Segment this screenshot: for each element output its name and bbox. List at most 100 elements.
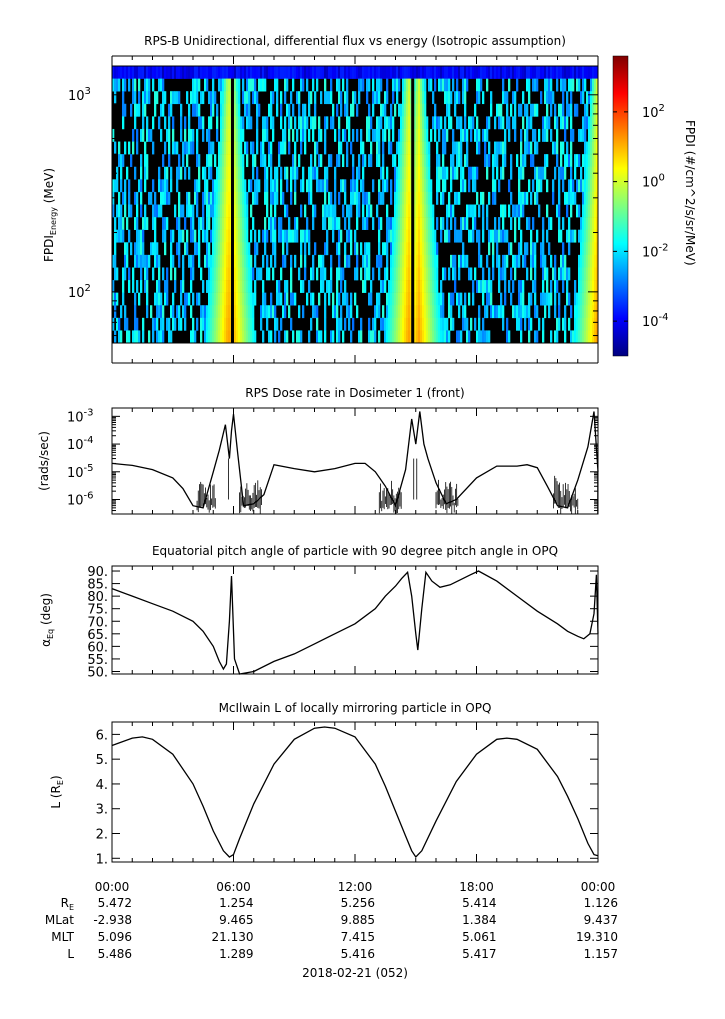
spectrogram-cell (478, 66, 481, 79)
spectrogram-cell (416, 78, 419, 92)
spectrogram-cell (486, 128, 489, 142)
spectrogram-cell (210, 141, 213, 155)
spectrogram-cell (278, 330, 281, 344)
spectrogram-cell (116, 66, 119, 79)
spectrogram-cell (458, 141, 461, 155)
spectrogram-cell (438, 116, 441, 130)
spectrogram-cell (174, 267, 177, 281)
spectrogram-cell (294, 166, 297, 180)
spectrogram-cell (192, 217, 195, 230)
spectrogram-cell (216, 128, 219, 142)
spectrogram-cell (178, 217, 181, 230)
spectrogram-cell (554, 66, 557, 79)
spectrogram-cell (152, 116, 155, 130)
spectrogram-cell (550, 292, 553, 306)
spectrogram-cell (164, 217, 167, 230)
spectrogram-cell (250, 305, 253, 319)
spectrogram-cell (264, 305, 267, 319)
spectrogram-cell (454, 191, 457, 205)
spectrogram-cell (458, 66, 461, 79)
spectrogram-cell (444, 141, 447, 155)
spectrogram-cell (240, 66, 243, 79)
spectrogram-cell (562, 116, 565, 130)
spectrogram-cell (190, 267, 193, 281)
spectrogram-cell (418, 128, 421, 142)
spectrogram-cell (386, 204, 389, 218)
spectrogram-cell (386, 91, 389, 105)
spectrogram-cell (198, 78, 201, 92)
spectrogram-cell (492, 179, 495, 193)
spectrogram-cell (266, 317, 269, 331)
spectrogram-cell (240, 330, 243, 344)
spectrogram-cell (546, 179, 549, 193)
spectrogram-cell (436, 116, 439, 130)
spectrogram-cell (456, 116, 459, 130)
ephemeris-value: 5.417 (462, 947, 496, 961)
spectrogram-cell (366, 128, 369, 142)
spectrogram-cell (216, 292, 219, 306)
spectrogram-cell (586, 292, 589, 306)
spectrogram-cell (136, 317, 139, 331)
spectrogram-cell (244, 217, 247, 230)
spectrogram-cell (504, 141, 507, 155)
spectrogram-cell (534, 128, 537, 142)
spectrogram-cell (272, 116, 275, 130)
spectrogram-cell (580, 179, 583, 193)
spectrogram-cell (238, 292, 241, 306)
spectrogram-cell (430, 292, 433, 306)
spectrogram-cell (458, 267, 461, 281)
spectrogram-cell (132, 280, 135, 293)
spectrogram-cell (382, 305, 385, 319)
spectrogram-cell (562, 317, 565, 331)
spectrogram-cell (152, 78, 155, 92)
spectrogram-cell (298, 103, 301, 117)
spectrogram-cell (166, 66, 169, 79)
spectrogram-cell (570, 179, 573, 193)
spectrogram-cell (406, 128, 409, 142)
spectrogram-cell (270, 103, 273, 117)
spectrogram-cell (196, 91, 199, 105)
spectrogram-cell (564, 254, 567, 268)
spectrogram-cell (286, 166, 289, 180)
spectrogram-cell (288, 305, 291, 319)
spectrogram-cell (258, 66, 261, 79)
spectrogram-cell (208, 242, 211, 256)
spectrogram-cell (344, 292, 347, 306)
spectrogram-cell (170, 267, 173, 281)
spectrogram-cell (590, 91, 593, 105)
spectrogram-cell (452, 166, 455, 180)
spectrogram-cell (342, 330, 345, 344)
spectrogram-cell (396, 141, 399, 155)
spectrogram-cell (492, 305, 495, 319)
spectrogram-cell (576, 66, 579, 79)
spectrogram-cell (388, 66, 391, 79)
spectrogram-cell (404, 254, 407, 268)
spectrogram-cell (196, 204, 199, 218)
spectrogram-cell (554, 103, 557, 117)
spectrogram-cell (404, 128, 407, 142)
spectrogram-cell (138, 179, 141, 193)
spectrogram-cell (206, 242, 209, 256)
spectrogram-cell (454, 229, 457, 243)
spectrogram-cell (358, 154, 361, 168)
spectrogram-cell (194, 191, 197, 205)
spectrogram-cell (396, 242, 399, 256)
spectrogram-cell (282, 141, 285, 155)
spectrogram-cell (428, 179, 431, 193)
spectrogram-cell (396, 204, 399, 218)
spectrogram-cell (298, 305, 301, 319)
spectrogram-cell (346, 229, 349, 243)
ephemeris-value: -2.938 (93, 913, 132, 927)
spectrogram-cell (418, 141, 421, 155)
spectrogram-cell (222, 191, 225, 205)
spectrogram-cell (560, 66, 563, 79)
spectrogram-cell (294, 66, 297, 79)
spectrogram-cell (198, 154, 201, 168)
spectrogram-cell (436, 154, 439, 168)
spectrogram-cell (270, 166, 273, 180)
spectrogram-cell (272, 66, 275, 79)
spectrogram-cell (220, 166, 223, 180)
spectrogram-cell (304, 229, 307, 243)
spectrogram-cell (388, 229, 391, 243)
spectrogram-cell (592, 254, 595, 268)
